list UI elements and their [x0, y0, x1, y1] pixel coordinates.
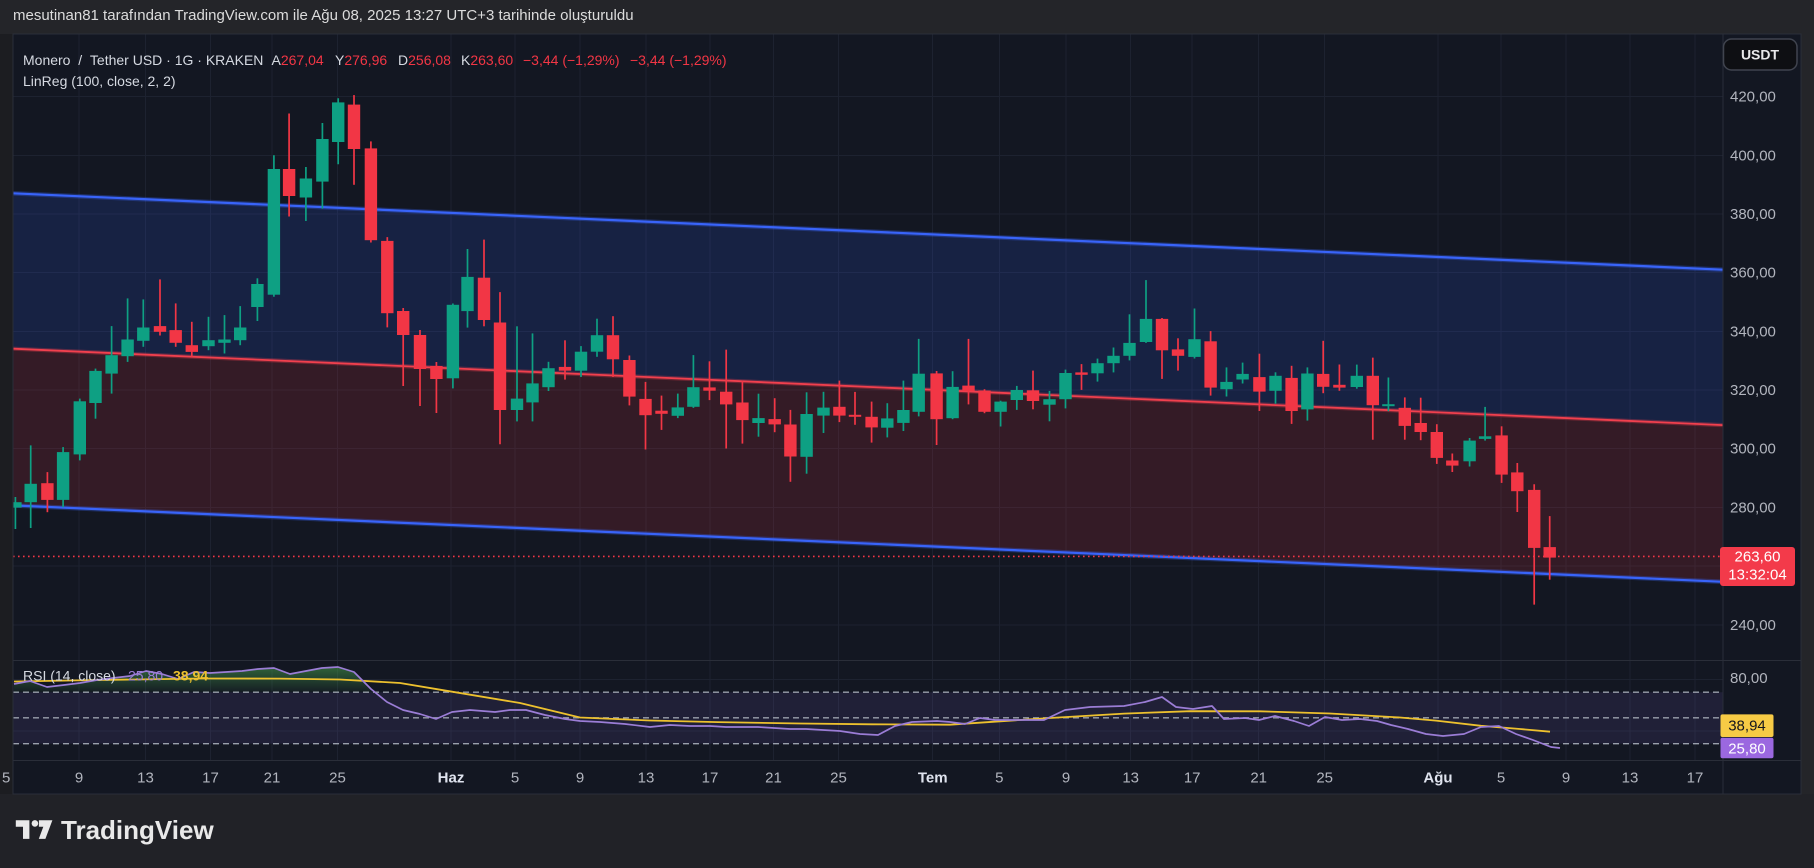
svg-text:Monero / Tether USD · 1G · K: Monero / Tether USD · 1G · KRAKEN A267,04… — [23, 52, 727, 68]
svg-text:280,00: 280,00 — [1730, 499, 1776, 516]
svg-text:25: 25 — [830, 770, 847, 787]
svg-text:13: 13 — [638, 770, 655, 787]
svg-text:340,00: 340,00 — [1730, 323, 1776, 340]
svg-text:TradingView: TradingView — [61, 815, 214, 845]
svg-text:263,60: 263,60 — [1735, 549, 1781, 566]
svg-text:5: 5 — [511, 770, 519, 787]
svg-text:Ağu: Ağu — [1423, 770, 1452, 787]
svg-text:13: 13 — [1122, 770, 1139, 787]
svg-text:25: 25 — [1316, 770, 1333, 787]
svg-text:5: 5 — [995, 770, 1003, 787]
svg-text:13: 13 — [1622, 770, 1639, 787]
svg-text:17: 17 — [702, 770, 719, 787]
svg-text:9: 9 — [576, 770, 584, 787]
svg-text:9: 9 — [1562, 770, 1570, 787]
svg-text:400,00: 400,00 — [1730, 147, 1776, 164]
svg-text:80,00: 80,00 — [1730, 670, 1768, 687]
svg-text:320,00: 320,00 — [1730, 382, 1776, 399]
svg-text:38,94: 38,94 — [1728, 718, 1766, 735]
svg-text:360,00: 360,00 — [1730, 265, 1776, 282]
svg-text:13: 13 — [137, 770, 154, 787]
svg-text:9: 9 — [1062, 770, 1070, 787]
svg-text:25: 25 — [329, 770, 346, 787]
svg-text:21: 21 — [765, 770, 782, 787]
svg-text:21: 21 — [1250, 770, 1267, 787]
svg-text:25,80: 25,80 — [1728, 740, 1766, 757]
svg-text:17: 17 — [1184, 770, 1201, 787]
svg-text:Tem: Tem — [918, 770, 948, 787]
svg-text:5: 5 — [1497, 770, 1505, 787]
svg-text:13:32:04: 13:32:04 — [1728, 567, 1786, 584]
svg-text:21: 21 — [264, 770, 281, 787]
svg-text:240,00: 240,00 — [1730, 617, 1776, 634]
svg-text:380,00: 380,00 — [1730, 206, 1776, 223]
svg-text:LinReg (100, close, 2, 2): LinReg (100, close, 2, 2) — [23, 73, 176, 89]
svg-text:5: 5 — [2, 770, 10, 787]
svg-text:17: 17 — [1687, 770, 1704, 787]
svg-text:Haz: Haz — [438, 770, 465, 787]
svg-text:USDT: USDT — [1741, 47, 1780, 63]
svg-text:9: 9 — [75, 770, 83, 787]
svg-text:17: 17 — [202, 770, 219, 787]
svg-text:300,00: 300,00 — [1730, 441, 1776, 458]
svg-text:420,00: 420,00 — [1730, 89, 1776, 106]
